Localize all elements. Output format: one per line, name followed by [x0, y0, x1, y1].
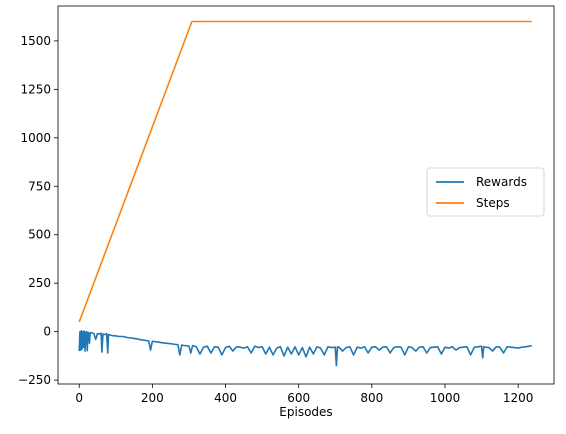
- x-tick-label: 800: [360, 391, 383, 405]
- y-tick-label: 0: [43, 325, 51, 339]
- y-tick-label: −250: [18, 373, 51, 387]
- y-tick-label: 750: [28, 179, 51, 193]
- x-tick-label: 1200: [503, 391, 534, 405]
- x-axis-ticks: 0 200 400 600 800 1000 1200: [75, 384, 533, 405]
- y-tick-label: 250: [28, 276, 51, 290]
- legend-box: [426, 167, 545, 217]
- x-tick-label: 0: [75, 391, 83, 405]
- y-tick-label: 1000: [20, 131, 51, 145]
- series-layer: [78, 20, 532, 367]
- plot-frame: [57, 5, 555, 385]
- y-tick-label: 1500: [20, 34, 51, 48]
- y-tick-label: 1250: [20, 82, 51, 96]
- x-axis-label: Episodes: [279, 405, 332, 419]
- series-line-steps: [78, 20, 532, 323]
- legend-label-steps: Steps: [476, 196, 510, 210]
- legend-label-rewards: Rewards: [476, 175, 527, 189]
- x-tick-label: 200: [141, 391, 164, 405]
- series-line-rewards: [78, 329, 532, 367]
- y-tick-label: 500: [28, 228, 51, 242]
- x-tick-label: 1000: [430, 391, 461, 405]
- x-tick-label: 600: [287, 391, 310, 405]
- x-tick-label: 400: [214, 391, 237, 405]
- legend: Rewards Steps: [426, 167, 545, 217]
- y-axis-ticks: −250 0 250 500 750 1000 1250 1500: [18, 34, 58, 387]
